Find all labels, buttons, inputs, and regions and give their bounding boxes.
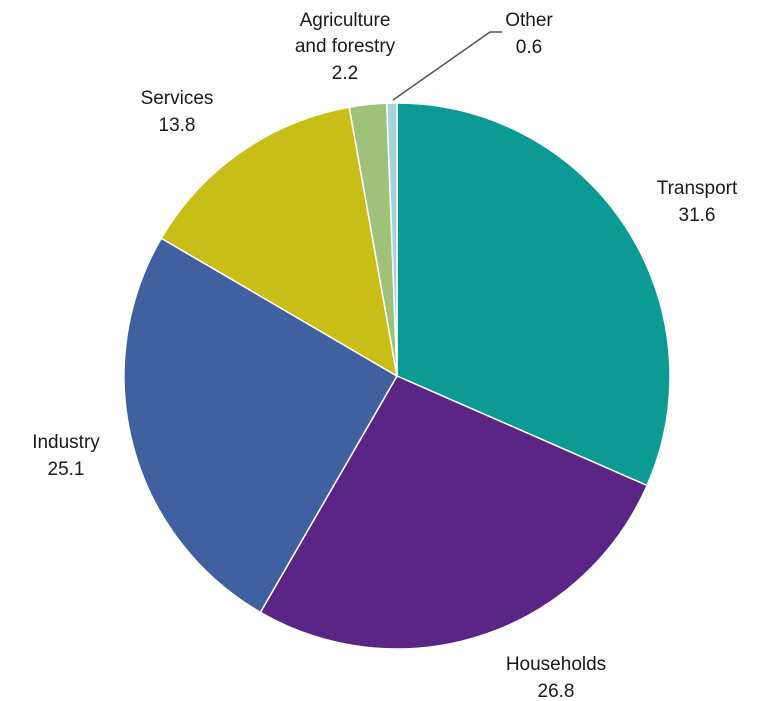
value-households: 26.8 [538,681,575,701]
value-agriculture: 2.2 [332,63,358,84]
value-other: 0.6 [516,37,542,58]
label-other: Other [505,10,553,31]
slice-industry [123,237,399,614]
value-transport: 31.6 [679,205,716,226]
value-industry: 25.1 [48,459,85,480]
label-households: Households [506,654,606,675]
slice-services [160,106,399,378]
label-agriculture-line2: and forestry [295,36,396,57]
label-transport: Transport [657,178,738,199]
label-services: Services [141,88,214,109]
slice-other [385,102,398,377]
slice-households [259,375,649,650]
leader-lines [392,31,502,101]
leader-line-other [392,31,502,101]
slice-labels: Transport 31.6 Households 26.8 Industry … [32,10,738,701]
pie-slices [123,102,671,650]
value-services: 13.8 [159,115,196,136]
slice-transport [396,102,671,487]
label-industry: Industry [32,432,100,453]
label-agriculture-line1: Agriculture [300,10,391,31]
